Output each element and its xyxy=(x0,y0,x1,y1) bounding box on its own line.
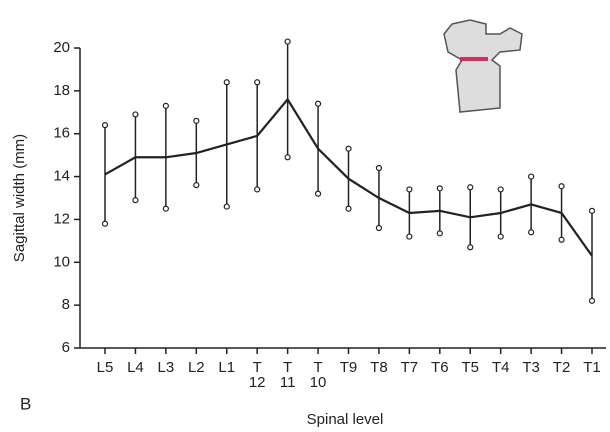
error-cap xyxy=(375,224,383,232)
error-cap xyxy=(132,111,139,118)
y-tick-label: 16 xyxy=(53,125,70,142)
x-tick-label: T9 xyxy=(339,359,358,376)
data-line xyxy=(104,97,593,257)
x-tick-label: T3 xyxy=(522,359,540,376)
error-cap xyxy=(254,186,261,193)
x-tick-label: L2 xyxy=(187,359,205,376)
x-tick-label: L1 xyxy=(218,359,236,376)
x-tick-label: T2 xyxy=(552,359,571,376)
y-tick-label: 10 xyxy=(53,253,70,270)
error-cap xyxy=(436,185,443,192)
error-cap xyxy=(314,190,322,197)
error-cap xyxy=(314,100,322,107)
error-cap xyxy=(497,233,504,240)
error-cap xyxy=(406,186,413,193)
error-cap xyxy=(284,154,291,161)
error-cap xyxy=(193,117,200,124)
error-cap xyxy=(162,102,169,109)
x-tick-label: T7 xyxy=(400,359,419,376)
error-cap xyxy=(162,205,169,212)
error-cap xyxy=(528,173,535,180)
x-tick-label: T4 xyxy=(491,359,510,376)
error-cap xyxy=(558,236,565,243)
error-cap xyxy=(101,220,109,227)
x-tick-label: T 10 xyxy=(309,359,327,391)
error-cap xyxy=(528,229,535,236)
x-tick-label: T6 xyxy=(431,359,449,376)
error-cap xyxy=(345,145,352,152)
error-cap xyxy=(375,164,383,172)
x-tick-label: L4 xyxy=(127,359,144,376)
error-cap xyxy=(223,79,230,86)
x-tick-label: T 11 xyxy=(279,359,296,391)
error-cap xyxy=(588,207,596,214)
error-cap xyxy=(558,183,565,190)
x-tick-label: T 12 xyxy=(248,359,266,391)
y-axis-title: Sagittal width (mm) xyxy=(11,134,28,262)
error-cap xyxy=(254,79,261,86)
x-tick-label: T5 xyxy=(461,359,480,376)
error-cap xyxy=(467,244,474,251)
error-cap xyxy=(345,205,352,212)
error-cap xyxy=(588,297,596,304)
error-cap xyxy=(436,230,443,237)
vertebra-icon xyxy=(443,19,523,113)
y-tick-label: 8 xyxy=(62,296,70,313)
y-tick-label: 14 xyxy=(53,168,70,185)
y-tick-label: 20 xyxy=(53,39,70,56)
error-cap xyxy=(284,38,291,45)
error-cap xyxy=(193,182,200,189)
x-tick-label: L3 xyxy=(157,359,175,376)
y-tick-label: 6 xyxy=(62,339,70,356)
x-tick-label: L5 xyxy=(96,359,114,376)
x-tick-label: T8 xyxy=(370,359,388,376)
panel-label: B xyxy=(20,394,31,413)
y-tick-label: 18 xyxy=(53,82,70,99)
error-cap xyxy=(101,122,109,129)
error-cap xyxy=(406,233,413,240)
error-cap xyxy=(467,184,474,191)
y-tick-label: 12 xyxy=(53,210,70,227)
x-tick-label: T1 xyxy=(583,359,601,376)
error-cap xyxy=(223,203,230,210)
error-cap xyxy=(497,186,504,193)
error-cap xyxy=(132,197,139,204)
x-axis-title: Spinal level xyxy=(307,411,384,428)
